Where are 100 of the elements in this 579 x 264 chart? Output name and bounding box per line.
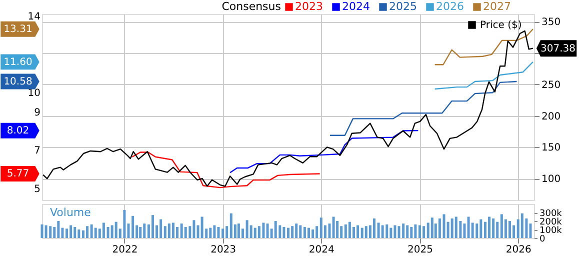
legend-label: 2026 (436, 0, 464, 13)
bar (278, 225, 282, 238)
bar (418, 225, 422, 238)
y2-tick-label: 250 (542, 80, 561, 91)
bar (467, 216, 470, 238)
y2-tick-label: 350 (542, 17, 561, 28)
bar (480, 219, 482, 238)
bar (262, 222, 265, 238)
bar (442, 214, 446, 238)
bar (414, 224, 417, 238)
bar (303, 226, 306, 238)
x-tick-label: 2026 (506, 244, 532, 256)
y-tick-label: 0 (540, 234, 546, 244)
bar (78, 230, 80, 238)
bar (390, 228, 392, 238)
bar (49, 226, 52, 238)
bar (258, 226, 260, 238)
y-tick-label: 300k (540, 209, 563, 219)
bar (394, 225, 396, 238)
bar (57, 221, 60, 238)
bar (180, 224, 183, 238)
y2-tick-label: 150 (542, 142, 561, 154)
bar (282, 226, 286, 238)
bar (106, 226, 110, 238)
bar (454, 216, 458, 238)
bar (172, 222, 174, 238)
bar (209, 228, 212, 238)
bar (430, 218, 434, 238)
bar (360, 228, 364, 238)
x-tick-label: 2024 (308, 244, 334, 256)
line-series (42, 30, 534, 187)
bar (102, 222, 105, 238)
bar (348, 222, 351, 238)
bar (500, 214, 503, 238)
line-series (132, 152, 320, 188)
x-tick-label: 2025 (408, 244, 433, 256)
x-tick-label: 2022 (112, 244, 138, 256)
bar (139, 226, 142, 238)
bar (274, 221, 277, 238)
bar (230, 213, 232, 238)
y2-tick-label: 100 (542, 174, 561, 186)
y-tick-label: 9 (34, 107, 40, 118)
y-tick-label: 10 (28, 88, 40, 100)
bar (40, 224, 44, 238)
bar (372, 218, 376, 238)
y-tick-label: 100k (540, 226, 563, 236)
legend-label: Price ($) (480, 20, 522, 31)
bar (82, 230, 84, 238)
legend-label: 2025 (389, 0, 417, 13)
bar (200, 216, 204, 238)
bar (143, 224, 146, 238)
bar (132, 216, 134, 238)
bar (328, 224, 331, 238)
legend-label: 2027 (483, 0, 511, 13)
bar (295, 224, 298, 238)
bar (222, 228, 224, 238)
bar (226, 226, 228, 238)
bar (168, 224, 170, 238)
bar (422, 226, 426, 238)
bar (356, 225, 360, 238)
y-tick-label: 200k (540, 218, 563, 228)
bar (66, 228, 68, 238)
bar (406, 225, 409, 238)
bar (74, 226, 76, 238)
bar (192, 220, 196, 238)
bar (44, 225, 48, 238)
y-tick-label: 5 (34, 184, 40, 195)
bar (336, 221, 339, 238)
bar (110, 225, 114, 238)
bar (176, 226, 179, 238)
bar (70, 225, 72, 238)
bar (438, 218, 441, 238)
line-series (434, 61, 534, 90)
bar (114, 222, 118, 238)
bar (496, 222, 499, 238)
bar (316, 226, 318, 238)
text: 8.02 (6, 126, 30, 137)
line-series (329, 80, 518, 136)
bar (386, 224, 388, 238)
bar (86, 226, 89, 238)
x-tick-label: 2023 (210, 244, 236, 256)
bar (213, 225, 216, 238)
y-tick-label: 7 (34, 146, 40, 157)
line-series (434, 28, 534, 66)
bar (151, 215, 154, 238)
bar (307, 228, 310, 238)
legend-title: Consensus (222, 0, 282, 13)
bar (398, 226, 400, 238)
text: 13.31 (4, 24, 32, 36)
bar (410, 226, 413, 238)
text: 10.58 (4, 76, 32, 88)
bar (254, 228, 256, 238)
bar (476, 224, 478, 238)
bar (266, 224, 269, 238)
bar (463, 224, 466, 238)
bar (381, 225, 384, 238)
line-series (229, 130, 419, 174)
bar (402, 224, 405, 238)
legend-label: 2024 (342, 0, 370, 13)
chart-title: Volume (50, 206, 92, 219)
